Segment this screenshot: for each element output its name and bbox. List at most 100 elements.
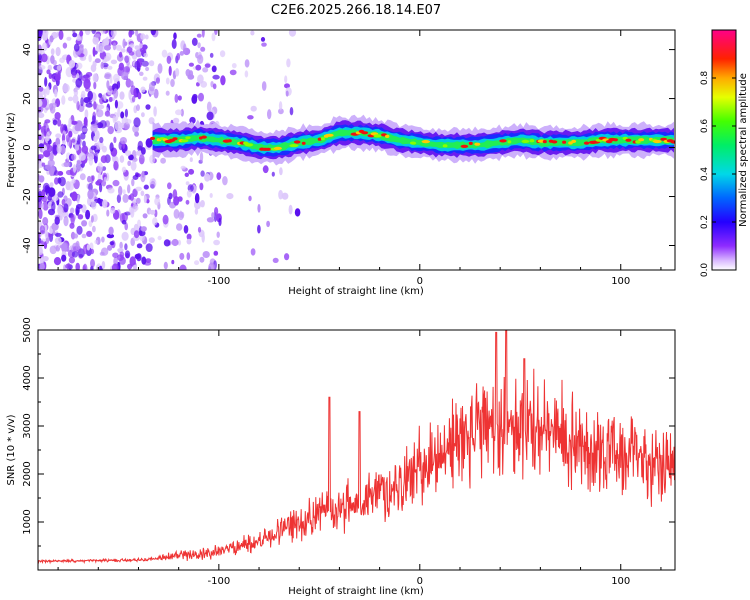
noise-blob	[90, 248, 95, 255]
noise-blob	[70, 207, 75, 214]
noise-blob	[63, 161, 71, 168]
noise-blob	[114, 120, 122, 131]
noise-blob	[48, 187, 56, 198]
noise-blob	[206, 217, 215, 223]
noise-blob	[56, 144, 62, 154]
noise-blob	[107, 65, 113, 70]
ridge-peak	[293, 140, 301, 144]
noise-blob	[57, 171, 64, 176]
noise-blob	[38, 143, 45, 149]
noise-blob	[143, 52, 148, 58]
noise-blob	[177, 239, 182, 246]
noise-blob	[46, 131, 51, 142]
noise-blob	[55, 46, 61, 57]
noise-blob	[72, 32, 78, 38]
noise-blob	[96, 179, 103, 184]
noise-blob	[90, 64, 97, 73]
noise-blob	[40, 203, 44, 210]
noise-blob	[99, 120, 107, 129]
noise-blob	[96, 109, 104, 118]
noise-blob	[186, 189, 192, 198]
noise-blob	[92, 46, 96, 57]
noise-blob	[146, 198, 150, 204]
ridge-peak	[529, 139, 535, 143]
noise-blob	[67, 181, 75, 191]
noise-blob	[148, 81, 155, 92]
noise-blob	[199, 151, 204, 163]
noise-blob	[104, 72, 112, 78]
snr-panel: -100 0 100 1000 2000 3000 4000 5000 Height of …	[6, 317, 676, 597]
noise-blob	[108, 96, 113, 103]
ridge-peak	[301, 141, 306, 145]
noise-blob	[116, 101, 124, 109]
noise-blob	[43, 150, 51, 158]
noise-blob	[124, 243, 128, 251]
snr-y-ticks: 1000 2000 3000 4000 5000	[22, 317, 675, 547]
noise-blob	[71, 178, 76, 184]
noise-blob	[61, 254, 67, 262]
noise-blob	[41, 195, 48, 203]
noise-blob	[57, 177, 62, 184]
noise-blob	[262, 165, 269, 174]
spectrogram-x-ticks: -100 0 100	[57, 30, 662, 287]
noise-blob	[124, 150, 132, 157]
noise-blob	[38, 154, 44, 159]
noise-blob	[124, 55, 129, 64]
noise-blob	[250, 248, 256, 256]
noise-blob	[165, 77, 170, 85]
noise-blob	[73, 43, 80, 52]
noise-blob	[128, 30, 133, 38]
noise-blob	[127, 263, 133, 270]
spectrogram-y-axis-label: Frequency (Hz)	[6, 112, 17, 188]
snr-x-tick-label: 0	[417, 576, 423, 587]
noise-blob	[140, 190, 145, 197]
noise-blob	[204, 63, 211, 68]
noise-blob	[208, 262, 215, 270]
noise-blob	[141, 60, 149, 67]
snr-y-tick-label: 5000	[22, 317, 33, 342]
noise-blob	[194, 200, 201, 210]
noise-blob	[132, 188, 138, 198]
noise-blob	[50, 48, 55, 56]
ridge-peak	[635, 140, 641, 144]
noise-blob	[185, 199, 190, 205]
noise-blob	[120, 48, 126, 53]
noise-blob	[127, 184, 131, 194]
colorbar-gradient	[711, 29, 737, 271]
noise-blob	[261, 81, 267, 91]
noise-blob	[220, 75, 226, 86]
noise-blob	[61, 198, 66, 206]
noise-blob	[112, 42, 117, 51]
noise-blob	[54, 89, 58, 98]
noise-blob	[101, 236, 105, 243]
noise-blob	[294, 208, 301, 217]
noise-blob	[198, 92, 204, 102]
noise-blob	[38, 208, 43, 220]
noise-blob	[101, 261, 106, 270]
noise-blob	[121, 231, 129, 241]
colorbar-tick-label: 0.4	[700, 167, 710, 182]
ridge-peak	[562, 140, 567, 144]
noise-blob	[140, 226, 147, 232]
noise-blob	[38, 183, 41, 189]
ridge-peak	[468, 141, 473, 145]
ridge-band-4	[152, 129, 674, 152]
noise-blob	[288, 204, 293, 215]
noise-blob	[78, 152, 86, 161]
noise-blob	[47, 64, 52, 71]
noise-blob	[77, 214, 84, 220]
noise-blob	[119, 137, 127, 145]
noise-blob	[119, 155, 125, 163]
noise-blob	[71, 233, 79, 239]
noise-blob	[114, 99, 118, 109]
colorbar-tick-label: 0.2	[700, 215, 710, 229]
spectrogram-frame	[37, 29, 676, 271]
noise-blob	[176, 223, 183, 231]
noise-blob	[98, 93, 103, 98]
noise-blob	[38, 175, 45, 183]
noise-blob	[75, 78, 83, 88]
colorbar-tick-label: 0.6	[700, 119, 710, 134]
spectrogram-x-tick-label: -100	[208, 276, 231, 287]
noise-blob	[135, 30, 139, 37]
